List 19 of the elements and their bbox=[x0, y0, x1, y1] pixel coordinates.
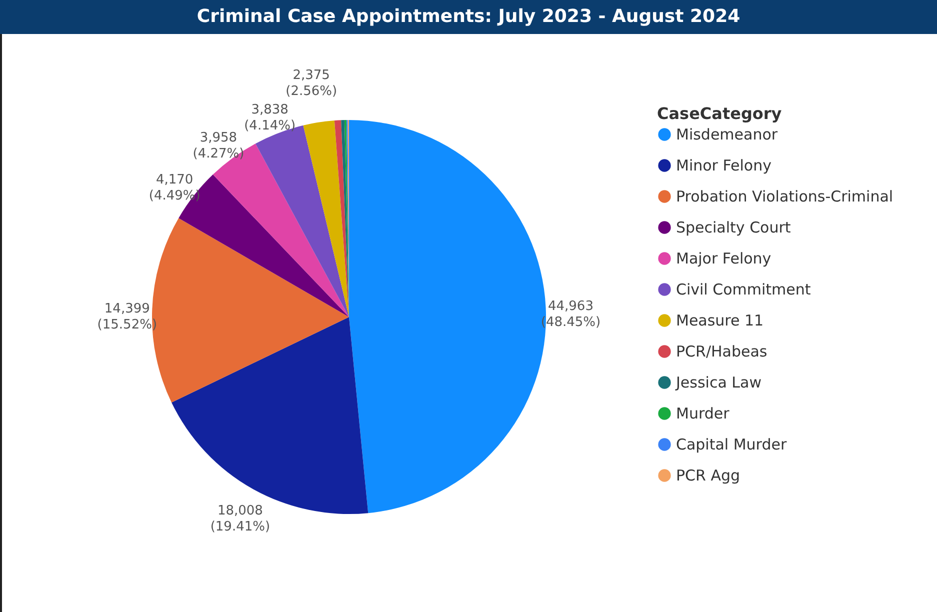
legend-label: Minor Felony bbox=[676, 156, 772, 174]
legend-title: CaseCategory bbox=[657, 104, 782, 123]
legend-label: Jessica Law bbox=[675, 374, 762, 392]
data-label: 18,008 (19.41%) bbox=[210, 504, 270, 535]
data-label: 3,838 (4.14%) bbox=[244, 102, 296, 134]
legend-label: Misdemeanor bbox=[676, 126, 778, 144]
pie-slice bbox=[303, 120, 349, 317]
legend-label: Capital Murder bbox=[676, 436, 788, 454]
pie-slice bbox=[172, 317, 368, 514]
legend-label: PCR Agg bbox=[676, 466, 740, 484]
data-label: 2,375 (2.56%) bbox=[286, 68, 338, 99]
chart-title: Criminal Case Appointments: July 2023 - August 2024 bbox=[0, 0, 937, 34]
legend-label: Murder bbox=[676, 404, 730, 422]
legend-label: Civil Commitment bbox=[676, 280, 811, 298]
legend-label: Specialty Court bbox=[676, 218, 791, 236]
legend-label: PCR/Habeas bbox=[676, 342, 768, 360]
legend-label: Major Felony bbox=[676, 250, 772, 268]
legend-label: Probation Violations-Criminal bbox=[676, 188, 894, 206]
legend-label: Measure 11 bbox=[676, 312, 764, 330]
